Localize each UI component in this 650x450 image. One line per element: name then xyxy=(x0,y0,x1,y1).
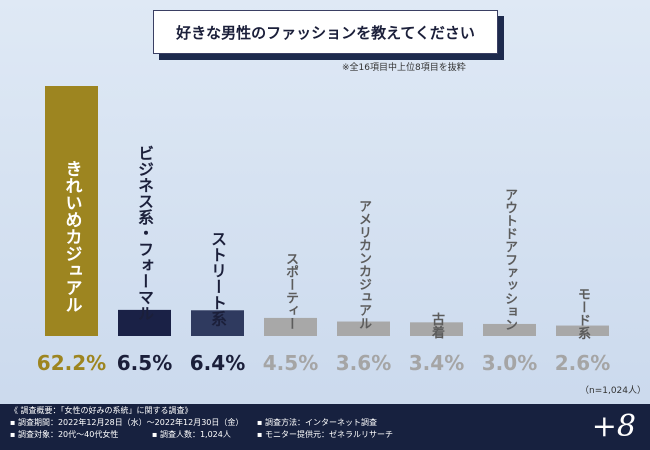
bar-2 xyxy=(191,310,244,336)
value-label-1: 6.5% xyxy=(117,351,172,375)
category-label-1: ビジネス系・フォーマル xyxy=(135,145,154,321)
value-label-0: 62.2% xyxy=(37,351,106,375)
bar-6 xyxy=(483,323,536,336)
brand-logo: +8 xyxy=(591,409,636,444)
value-labels-group: 62.2% 6.5% 6.4% 4.5% 3.6% 3.4% 3.0% 2.6% xyxy=(37,351,610,375)
survey-footer: 《 調査概要：「女性の好みの系統」に関する調査》 ▪ 調査期間：2022年12月… xyxy=(0,404,650,450)
survey-method: ▪ 調査方法：インターネット調査 xyxy=(257,418,377,427)
category-label-3: スポーティー xyxy=(283,252,299,330)
survey-count: ▪ 調査人数：1,024人 xyxy=(152,430,231,439)
value-label-2: 6.4% xyxy=(190,351,245,375)
bars-group xyxy=(45,86,609,336)
category-label-5: 古着 xyxy=(429,312,446,340)
bar-1 xyxy=(118,309,171,336)
survey-target: ▪ 調査対象：20代〜40代女性 xyxy=(10,430,119,439)
selection-note: ※全16項目中上位8項目を抜粋 xyxy=(342,63,466,73)
survey-provider: ▪ モニター提供元：ゼネラルリサーチ xyxy=(257,430,393,439)
bar-5 xyxy=(410,322,463,336)
bar-3 xyxy=(264,317,317,336)
value-label-3: 4.5% xyxy=(263,351,318,375)
bar-0 xyxy=(45,86,98,336)
survey-heading: 《 調査概要：「女性の好みの系統」に関する調査》 xyxy=(10,406,193,415)
category-label-6: アウトドアファッション xyxy=(502,188,517,331)
value-label-4: 3.6% xyxy=(336,351,391,375)
bar-chart: きれいめカジュアル ビジネス系・フォーマル ストリート系 スポーティー アメリカンカジュ… xyxy=(37,86,610,375)
value-label-7: 2.6% xyxy=(555,351,610,375)
chart-title: 好きな男性のファッションを教えてください xyxy=(176,23,475,42)
sample-size-label: （n=1,024人） xyxy=(580,386,647,396)
survey-period: ▪ 調査期間：2022年12月28日（水）〜2022年12月30日（金） xyxy=(10,418,244,427)
bar-4 xyxy=(337,321,390,336)
category-label-7: モード系 xyxy=(575,288,591,341)
category-label-0: きれいめカジュアル xyxy=(62,160,83,313)
chart-title-box: 好きな男性のファッションを教えてください xyxy=(153,10,498,54)
category-label-2: ストリート系 xyxy=(208,230,227,326)
category-labels-group: きれいめカジュアル ビジネス系・フォーマル ストリート系 スポーティー アメリカンカジュ… xyxy=(62,145,591,341)
category-label-4: アメリカンカジュアル xyxy=(356,200,372,330)
value-label-5: 3.4% xyxy=(409,351,464,375)
bar-7 xyxy=(556,325,609,336)
value-label-6: 3.0% xyxy=(482,351,537,375)
